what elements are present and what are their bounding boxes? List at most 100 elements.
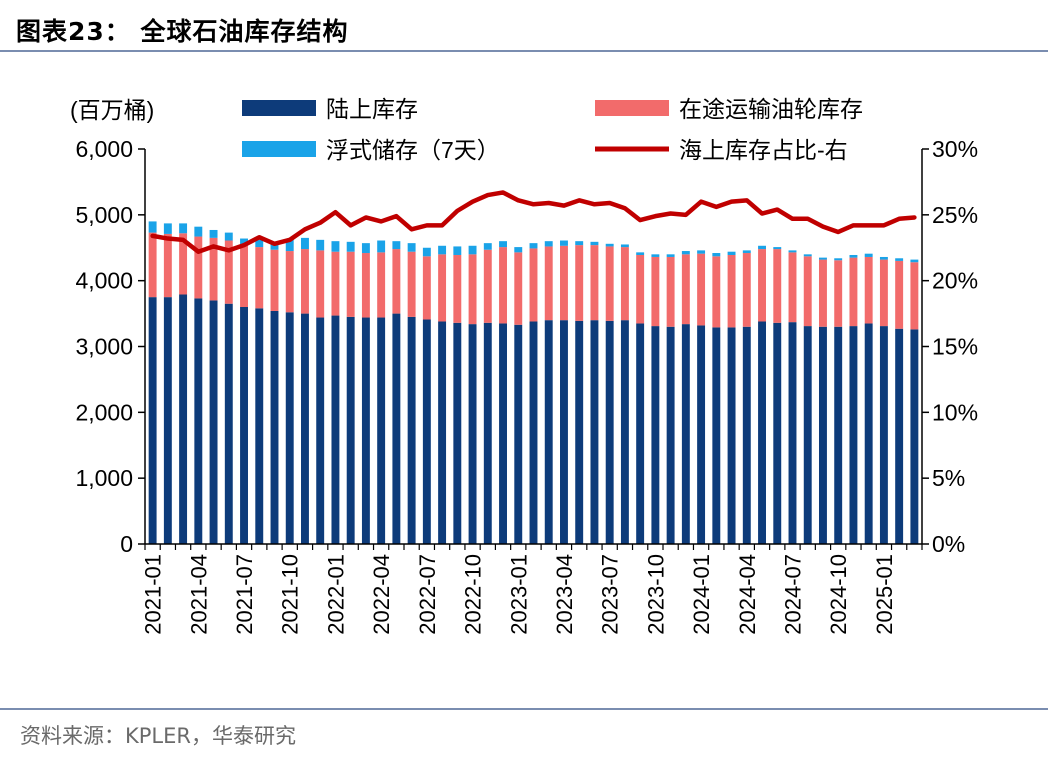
bar-land-storage: [834, 326, 843, 544]
bar-land-storage: [895, 328, 904, 544]
bar-floating-storage: [194, 226, 203, 237]
source-note: 资料来源：KPLER，华泰研究: [20, 724, 296, 748]
bar-in-transit-tanker: [163, 233, 172, 298]
bar-floating-storage: [422, 247, 431, 257]
bar-land-storage: [819, 326, 827, 544]
bar-land-storage: [681, 324, 690, 544]
legend-floating-storage-label: 浮式储存（7天）: [326, 137, 500, 163]
bar-floating-storage: [666, 254, 675, 257]
bar-floating-storage: [285, 238, 294, 252]
legend-in-transit-tanker-swatch: [595, 100, 669, 116]
bar-floating-storage: [544, 241, 553, 247]
line-sea-storage-share: [150, 190, 917, 254]
bar-in-transit-tanker: [742, 253, 751, 327]
bar-in-transit-tanker: [773, 249, 782, 323]
bar-floating-storage: [620, 244, 629, 248]
bar-land-storage: [331, 315, 340, 544]
bar-floating-storage: [407, 243, 416, 252]
bar-in-transit-tanker: [879, 259, 888, 327]
x-tick-label: 2024-01: [689, 554, 714, 635]
x-tick-label: 2023-04: [552, 554, 577, 635]
bar-floating-storage: [179, 223, 188, 234]
x-tick-label: 2024-04: [735, 554, 760, 635]
bar-land-storage: [194, 298, 203, 544]
legend-land-storage-label: 陆上库存: [326, 96, 418, 122]
x-tick-label: 2022-04: [369, 554, 394, 635]
bar-in-transit-tanker: [514, 252, 523, 325]
bar-in-transit-tanker: [316, 250, 325, 318]
bar-land-storage: [636, 323, 645, 544]
bar-land-storage: [560, 320, 568, 544]
x-tick-label: 2023-10: [643, 554, 668, 635]
right-tick-label: 5%: [932, 465, 965, 491]
bar-in-transit-tanker: [560, 245, 568, 321]
bar-floating-storage: [803, 254, 812, 257]
bar-land-storage: [590, 320, 599, 544]
bar-land-storage: [499, 323, 507, 544]
bar-in-transit-tanker: [758, 249, 766, 322]
x-tick-label: 2022-10: [461, 554, 486, 635]
bar-land-storage: [803, 326, 812, 544]
bar-land-storage: [163, 297, 172, 545]
bar-land-storage: [270, 310, 279, 544]
bar-land-storage: [849, 326, 858, 544]
bar-in-transit-tanker: [499, 247, 507, 324]
bar-floating-storage: [742, 250, 751, 254]
bar-floating-storage: [346, 241, 355, 252]
bar-land-storage: [483, 322, 492, 544]
bar-floating-storage: [864, 253, 873, 257]
bar-floating-storage: [727, 251, 736, 255]
bar-floating-storage: [590, 241, 599, 246]
bar-in-transit-tanker: [468, 254, 477, 325]
bar-floating-storage: [438, 245, 447, 255]
bar-land-storage: [697, 325, 706, 544]
bar-in-transit-tanker: [636, 254, 645, 324]
bar-land-storage: [620, 320, 629, 544]
legend-land-storage-swatch: [242, 100, 316, 116]
bar-land-storage: [255, 308, 264, 544]
y-axis-unit-label: (百万桶): [70, 97, 154, 123]
bar-floating-storage: [681, 251, 690, 255]
figure-title: 图表23： 全球石油库存结构: [16, 17, 349, 46]
legend-sea-storage-share-label: 海上库存占比-右: [679, 137, 848, 163]
legend-in-transit-tanker-label: 在途运输油轮库存: [679, 96, 863, 122]
bar-in-transit-tanker: [681, 254, 690, 325]
bar-in-transit-tanker: [697, 253, 706, 326]
left-tick-label: 6,000: [75, 136, 133, 162]
bar-floating-storage: [301, 237, 309, 250]
bar-floating-storage: [453, 246, 462, 255]
bar-in-transit-tanker: [179, 233, 188, 295]
bar-land-storage: [148, 297, 157, 545]
bar-floating-storage: [224, 232, 233, 241]
bar-in-transit-tanker: [849, 257, 858, 327]
x-tick-label: 2022-01: [323, 554, 348, 635]
bar-land-storage: [605, 320, 614, 544]
bar-land-storage: [224, 303, 233, 544]
bar-floating-storage: [361, 243, 370, 254]
bar-floating-storage: [468, 245, 477, 255]
bar-floating-storage: [712, 253, 721, 257]
bar-floating-storage: [499, 241, 507, 248]
bar-land-storage: [285, 312, 294, 544]
bar-in-transit-tanker: [361, 253, 370, 318]
bar-land-storage: [773, 322, 782, 544]
bar-floating-storage: [331, 241, 340, 252]
bar-land-storage: [361, 317, 370, 544]
bar-land-storage: [392, 313, 401, 544]
bar-floating-storage: [788, 250, 797, 253]
x-tick-label: 2025-01: [872, 554, 897, 635]
bar-in-transit-tanker: [148, 232, 157, 298]
bar-land-storage: [910, 329, 919, 544]
bar-in-transit-tanker: [255, 247, 264, 309]
plot-area: 0 1,000 2,000 3,000 4,000 5,000 6,000 0% 5% 10% 15…: [75, 136, 978, 635]
bar-in-transit-tanker: [529, 248, 538, 322]
x-tick-label: 2022-07: [415, 554, 440, 635]
bar-floating-storage: [575, 241, 584, 246]
bar-in-transit-tanker: [590, 245, 599, 321]
bar-in-transit-tanker: [605, 246, 614, 321]
left-tick-label: 1,000: [75, 465, 133, 491]
bar-in-transit-tanker: [392, 249, 401, 314]
bar-floating-storage: [316, 239, 325, 251]
left-tick-label: 5,000: [75, 202, 133, 228]
bar-in-transit-tanker: [895, 260, 904, 329]
